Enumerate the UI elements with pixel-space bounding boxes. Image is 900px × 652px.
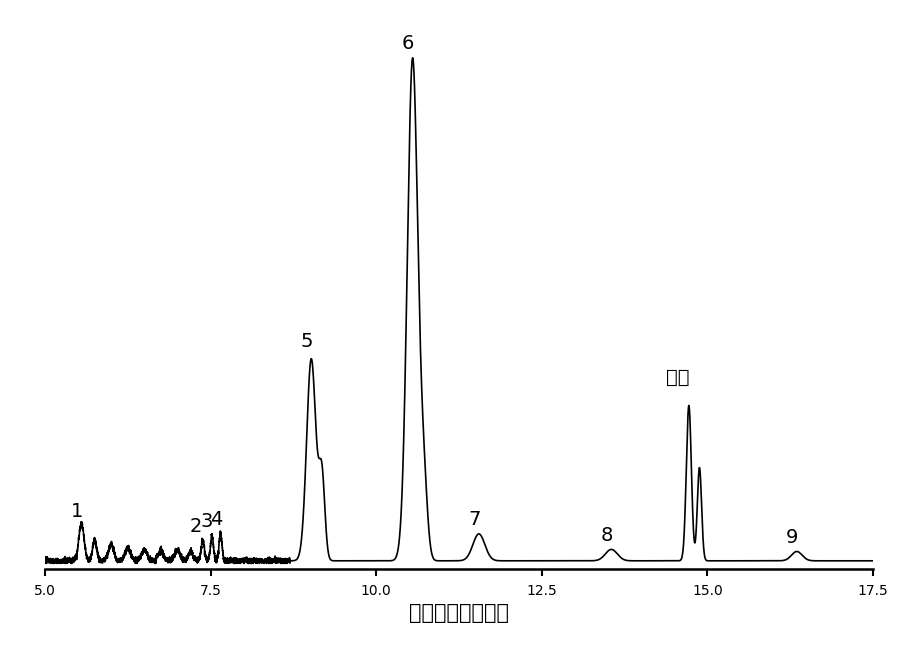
Text: 8: 8	[600, 526, 613, 545]
Text: 5: 5	[301, 332, 313, 351]
X-axis label: 保留时间（分钟）: 保留时间（分钟）	[409, 603, 509, 623]
Text: 9: 9	[786, 528, 798, 547]
Text: 4: 4	[210, 511, 222, 529]
Text: 1: 1	[70, 502, 83, 521]
Text: 内标: 内标	[666, 368, 689, 387]
Text: 6: 6	[401, 34, 414, 53]
Text: 3: 3	[201, 512, 212, 531]
Text: 7: 7	[468, 511, 481, 529]
Text: 2: 2	[190, 517, 203, 536]
